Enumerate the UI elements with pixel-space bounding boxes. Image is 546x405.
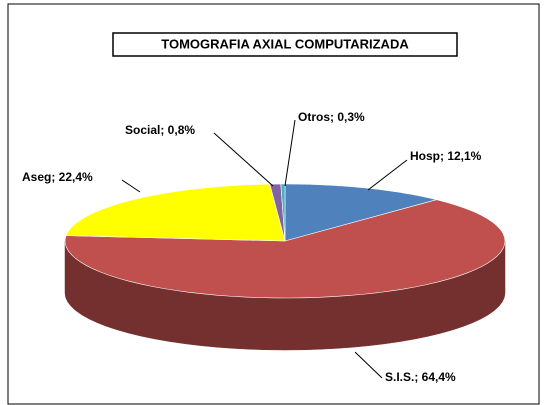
- leader-line: [367, 159, 408, 191]
- slice: [64, 199, 506, 299]
- leader-line: [354, 351, 383, 379]
- data-label: Social; 0,8%: [125, 123, 195, 137]
- data-label: Aseg; 22,4%: [22, 170, 93, 184]
- data-label: Hosp; 12,1%: [410, 149, 482, 163]
- title-box: [112, 32, 458, 57]
- slice: [65, 183, 286, 242]
- data-label: Otros; 0,3%: [298, 110, 365, 124]
- leader-line: [213, 132, 274, 187]
- chart-title: TOMOGRAFIA AXIAL COMPUTARIZADA: [161, 36, 409, 51]
- leader-line: [121, 179, 141, 193]
- data-label: S.I.S.; 64,4%: [385, 370, 456, 384]
- slice: [280, 183, 286, 242]
- leader-line: [284, 119, 296, 187]
- slice: [284, 183, 437, 242]
